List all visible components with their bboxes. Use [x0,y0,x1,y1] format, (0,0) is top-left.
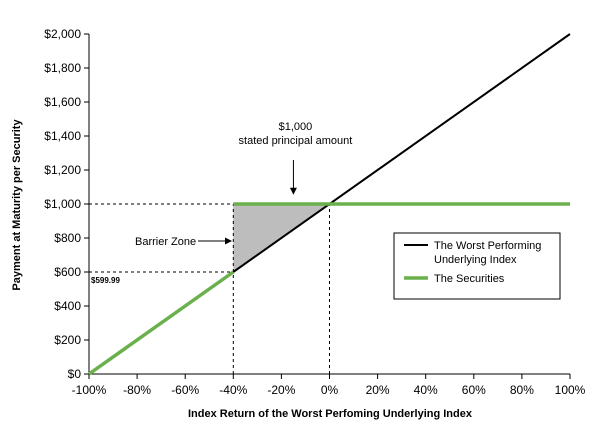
series-line-worst-performing-index [232,33,571,273]
y-tick-label: $0 [68,367,82,381]
x-tick-label: -40% [219,383,247,397]
y-tick-label: $2,000 [44,27,81,41]
x-tick-label: 80% [510,383,534,397]
x-tick-label: 40% [414,383,438,397]
barrier-zone-label: Barrier Zone [135,236,196,248]
stated-principal-value: $1,000 [279,121,313,133]
x-tick-label: 20% [366,383,390,397]
x-tick-label: -60% [171,383,199,397]
legend-label-1: The Securities [434,273,505,285]
y-tick-label: $1,400 [44,129,81,143]
y-tick-label: $1,800 [44,61,81,75]
y-tick-label: $1,600 [44,95,81,109]
x-tick-label: -20% [267,383,295,397]
y-tick-label: $1,200 [44,163,81,177]
y-tick-label: $1,000 [44,197,81,211]
x-tick-label: 0% [321,383,339,397]
annotations-layer: $1,000 stated principal amount Barrier Zon… [91,121,352,285]
legend-label-0-line2: Underlying Index [434,254,517,266]
series-line-securities-segment-0 [87,270,235,376]
axes-layer: $0 $200 $400 $600 $800 $1,000 $1,200 $1,400 $1,6… [44,27,585,397]
legend: The Worst Performing Underlying Index The … [393,232,561,300]
legend-label-0: The Worst Performing [434,240,541,252]
barrier-value-label: $599.99 [91,276,120,285]
x-tick-label: -100% [72,383,107,397]
y-tick-label: $800 [54,231,81,245]
y-tick-label: $400 [54,299,81,313]
y-tick-label: $200 [54,333,81,347]
stated-principal-label: stated principal amount [239,135,353,147]
y-axis-title: Payment at Maturity per Security [11,119,23,291]
x-tick-label: -80% [123,383,151,397]
x-tick-label: 60% [462,383,486,397]
x-axis-title: Index Return of the Worst Perfoming Unde… [188,408,473,420]
y-tick-label: $600 [54,265,81,279]
series-layer [87,33,571,376]
x-tick-label: 100% [555,383,586,397]
